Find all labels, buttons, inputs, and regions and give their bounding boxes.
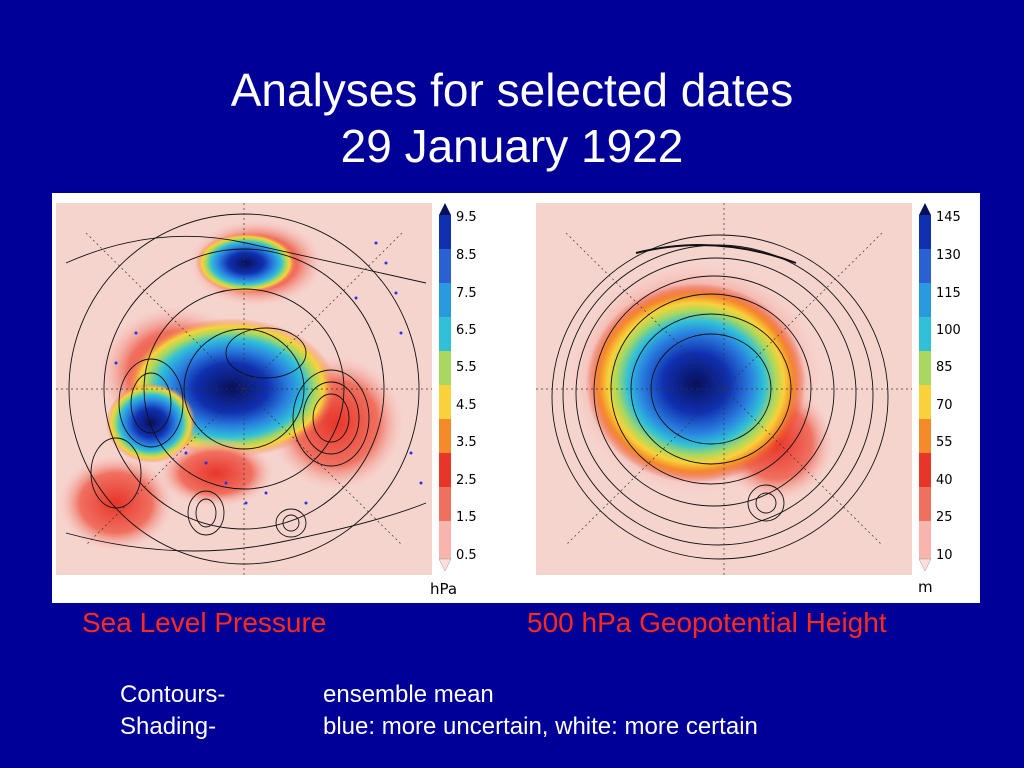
height-tick-label: 70	[936, 398, 953, 413]
height-tick-label: 40	[936, 473, 953, 488]
figure-panel: 9.5 8.5 7.5 6.5 5.5 4.5 3.5 2.5 1.5 0.5 …	[52, 193, 980, 603]
slide-title: Analyses for selected dates 29 January 1…	[0, 62, 1024, 174]
height-unit-label: m	[918, 578, 933, 596]
pressure-colorbar	[438, 203, 452, 571]
height-colorbar	[918, 203, 932, 571]
height-tick-label: 115	[936, 286, 961, 301]
geopotential-height-map	[536, 203, 912, 575]
pressure-tick-label: 6.5	[456, 323, 477, 338]
pressure-tick-label: 2.5	[456, 473, 477, 488]
pressure-tick-label: 9.5	[456, 210, 477, 225]
height-tick-label: 85	[936, 360, 953, 375]
height-tick-label: 145	[936, 210, 961, 225]
height-tick-label: 55	[936, 435, 953, 450]
shading-description: blue: more uncertain, white: more certai…	[323, 713, 758, 740]
pressure-tick-label: 8.5	[456, 248, 477, 263]
title-line-2: 29 January 1922	[340, 120, 684, 172]
height-tick-label: 130	[936, 248, 961, 263]
pressure-tick-label: 7.5	[456, 286, 477, 301]
height-tick-label: 25	[936, 510, 953, 525]
sea-level-pressure-caption: Sea Level Pressure	[82, 607, 327, 638]
pressure-tick-label: 3.5	[456, 435, 477, 450]
title-line-1: Analyses for selected dates	[230, 64, 794, 116]
geopotential-height-caption: 500 hPa Geopotential Height	[527, 607, 887, 638]
pressure-tick-label: 5.5	[456, 360, 477, 375]
shading-label: Shading-	[120, 713, 217, 740]
contours-label: Contours-	[120, 681, 226, 708]
pressure-tick-label: 0.5	[456, 548, 477, 563]
height-tick-label: 100	[936, 323, 961, 338]
height-tick-label: 10	[936, 548, 953, 563]
pressure-unit-label: hPa	[430, 580, 458, 598]
pressure-tick-label: 4.5	[456, 398, 477, 413]
sea-level-pressure-map	[56, 203, 432, 575]
pressure-tick-label: 1.5	[456, 510, 477, 525]
contours-description: ensemble mean	[323, 681, 494, 708]
